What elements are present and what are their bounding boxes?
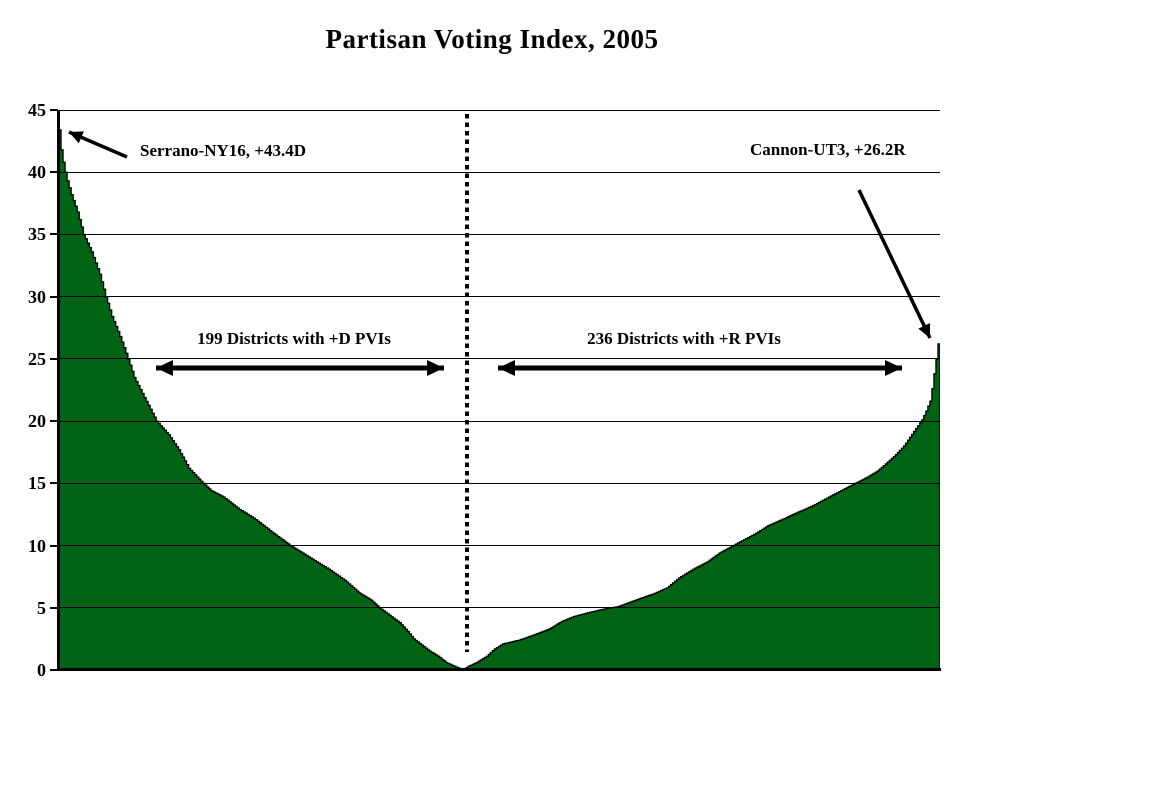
gridline-25 xyxy=(59,358,940,360)
pvi-area-chart xyxy=(59,110,940,670)
gridline-30 xyxy=(59,296,940,298)
x-axis-line xyxy=(57,668,941,671)
d-districts-label: 199 Districts with +D PVIs xyxy=(197,329,391,348)
y-tick-label-40: 40 xyxy=(28,162,46,183)
gridline-40 xyxy=(59,171,940,173)
y-tick-label-5: 5 xyxy=(37,597,46,618)
y-tick-label-20: 20 xyxy=(28,411,46,432)
r-districts-label: 236 Districts with +R PVIs xyxy=(587,329,781,348)
y-tick-label-0: 0 xyxy=(37,660,46,680)
y-tick-mark-0 xyxy=(50,669,58,671)
y-tick-mark-20 xyxy=(50,420,58,423)
y-tick-mark-30 xyxy=(50,295,58,298)
y-tick-label-15: 15 xyxy=(28,473,46,494)
y-axis-line xyxy=(57,110,60,670)
y-tick-mark-25 xyxy=(50,357,58,360)
gridline-45 xyxy=(59,109,940,111)
y-tick-mark-35 xyxy=(50,233,58,236)
y-tick-mark-45 xyxy=(50,109,58,111)
y-tick-mark-15 xyxy=(50,482,58,485)
y-tick-label-35: 35 xyxy=(28,224,46,245)
plot-area xyxy=(59,109,940,670)
pvi-area-path xyxy=(59,130,940,670)
y-tick-label-30: 30 xyxy=(28,286,46,307)
y-tick-label-25: 25 xyxy=(28,348,46,369)
gridline-35 xyxy=(59,233,940,235)
y-tick-label-10: 10 xyxy=(28,535,46,556)
page-title: Partisan Voting Index, 2005 xyxy=(325,24,659,54)
y-tick-label-45: 45 xyxy=(28,100,46,120)
party-divider-dotted-line xyxy=(465,114,469,652)
gridline-15 xyxy=(59,482,940,484)
y-tick-mark-5 xyxy=(50,606,58,609)
y-tick-mark-10 xyxy=(50,544,58,547)
gridline-10 xyxy=(59,545,940,547)
y-tick-mark-40 xyxy=(50,171,58,174)
gridline-5 xyxy=(59,607,940,609)
max-d-annotation: Serrano-NY16, +43.4D xyxy=(140,141,306,160)
gridline-20 xyxy=(59,420,940,422)
max-r-annotation: Cannon-UT3, +26.2R xyxy=(750,140,906,159)
